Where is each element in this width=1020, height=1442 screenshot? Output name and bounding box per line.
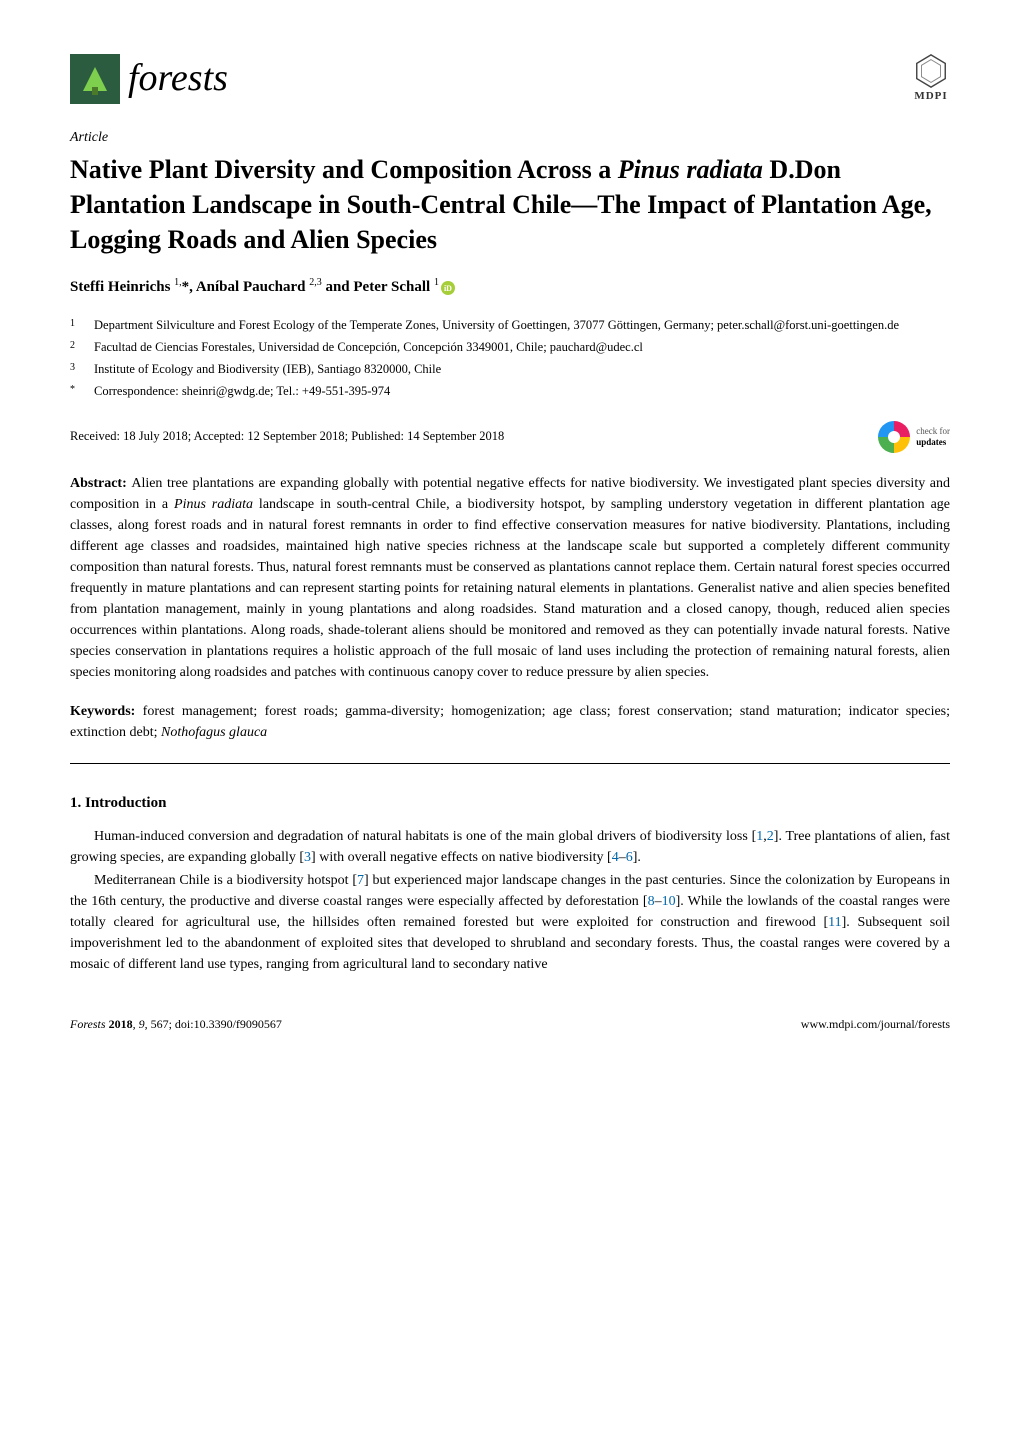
crossmark-icon — [878, 421, 910, 453]
author-sep-2: and — [322, 279, 354, 295]
abstract-block: Abstract: Alien tree plantations are exp… — [70, 473, 950, 683]
affil-text: Department Silviculture and Forest Ecolo… — [94, 315, 899, 335]
mdpi-text: MDPI — [914, 88, 947, 105]
header-row: forests MDPI — [70, 50, 950, 107]
ref-link[interactable]: 11 — [828, 915, 841, 930]
ref-link[interactable]: 8 — [648, 894, 655, 909]
p1-text: ] with overall negative effects on nativ… — [311, 850, 612, 865]
affiliation-row: 2 Facultad de Ciencias Forestales, Unive… — [70, 337, 950, 357]
affil-num: 3 — [70, 359, 82, 379]
forests-logo-icon — [70, 54, 120, 104]
footer-year: 2018 — [109, 1017, 133, 1031]
author-3-affil: 1 — [434, 277, 439, 288]
affil-text: Institute of Ecology and Biodiversity (I… — [94, 359, 441, 379]
abstract-text-2: landscape in south-central Chile, a biod… — [70, 497, 950, 680]
author-1-affil: 1, — [174, 277, 182, 288]
article-type: Article — [70, 127, 950, 148]
check-updates-badge[interactable]: check for updates — [878, 421, 950, 453]
affil-num: 2 — [70, 337, 82, 357]
affiliations-block: 1 Department Silviculture and Forest Eco… — [70, 315, 950, 401]
authors-line: Steffi Heinrichs 1,*, Aníbal Pauchard 2,… — [70, 275, 950, 299]
sep: – — [655, 894, 662, 909]
ref-link[interactable]: 2 — [767, 829, 774, 844]
affil-num: * — [70, 381, 82, 401]
check-text-1: check for — [916, 426, 950, 436]
p1-text: ]. — [633, 850, 641, 865]
dates-row: Received: 18 July 2018; Accepted: 12 Sep… — [70, 421, 950, 453]
tree-icon — [83, 67, 107, 91]
mdpi-logo-block: MDPI — [912, 52, 950, 105]
footer-journal: Forests — [70, 1017, 109, 1031]
author-3-name: Peter Schall — [353, 279, 434, 295]
footer-citation: Forests 2018, 9, 567; doi:10.3390/f90905… — [70, 1015, 282, 1033]
affil-text: Facultad de Ciencias Forestales, Univers… — [94, 337, 643, 357]
title-italic-1: Pinus radiata — [618, 155, 763, 184]
publication-dates: Received: 18 July 2018; Accepted: 12 Sep… — [70, 427, 504, 446]
section-1-heading: 1. Introduction — [70, 792, 950, 815]
keywords-italic: Nothofagus glauca — [161, 725, 267, 740]
footer-row: Forests 2018, 9, 567; doi:10.3390/f90905… — [70, 1015, 950, 1033]
check-text-2: updates — [916, 437, 946, 447]
affiliation-row: 3 Institute of Ecology and Biodiversity … — [70, 359, 950, 379]
article-title: Native Plant Diversity and Composition A… — [70, 152, 950, 257]
title-part-1: Native Plant Diversity and Composition A… — [70, 155, 618, 184]
affiliation-row: * Correspondence: sheinri@gwdg.de; Tel.:… — [70, 381, 950, 401]
affil-num: 1 — [70, 315, 82, 335]
author-2-name: Aníbal Pauchard — [196, 279, 309, 295]
affil-text: Correspondence: sheinri@gwdg.de; Tel.: +… — [94, 381, 390, 401]
affiliation-row: 1 Department Silviculture and Forest Eco… — [70, 315, 950, 335]
journal-name: forests — [128, 50, 228, 107]
footer-rest: , 567; doi:10.3390/f9090567 — [145, 1017, 282, 1031]
ref-link[interactable]: 10 — [662, 894, 676, 909]
orcid-icon[interactable] — [441, 281, 455, 295]
author-2-affil: 2,3 — [309, 277, 322, 288]
p1-text: Human-induced conversion and degradation… — [94, 829, 756, 844]
journal-logo-block: forests — [70, 50, 228, 107]
keywords-block: Keywords: forest management; forest road… — [70, 701, 950, 764]
sep: – — [619, 850, 626, 865]
author-sep-1: , — [189, 279, 196, 295]
ref-link[interactable]: 4 — [612, 850, 619, 865]
p2-text: Mediterranean Chile is a biodiversity ho… — [94, 873, 357, 888]
intro-para-1: Human-induced conversion and degradation… — [70, 826, 950, 868]
abstract-label: Abstract: — [70, 476, 131, 491]
author-1-name: Steffi Heinrichs — [70, 279, 174, 295]
ref-link[interactable]: 7 — [357, 873, 364, 888]
mdpi-hex-icon — [912, 52, 950, 90]
intro-para-2: Mediterranean Chile is a biodiversity ho… — [70, 870, 950, 975]
check-updates-text: check for updates — [916, 426, 950, 448]
abstract-italic-1: Pinus radiata — [174, 497, 253, 512]
footer-url[interactable]: www.mdpi.com/journal/forests — [801, 1015, 950, 1033]
ref-link[interactable]: 3 — [304, 850, 311, 865]
keywords-label: Keywords: — [70, 704, 143, 719]
ref-link[interactable]: 6 — [626, 850, 633, 865]
